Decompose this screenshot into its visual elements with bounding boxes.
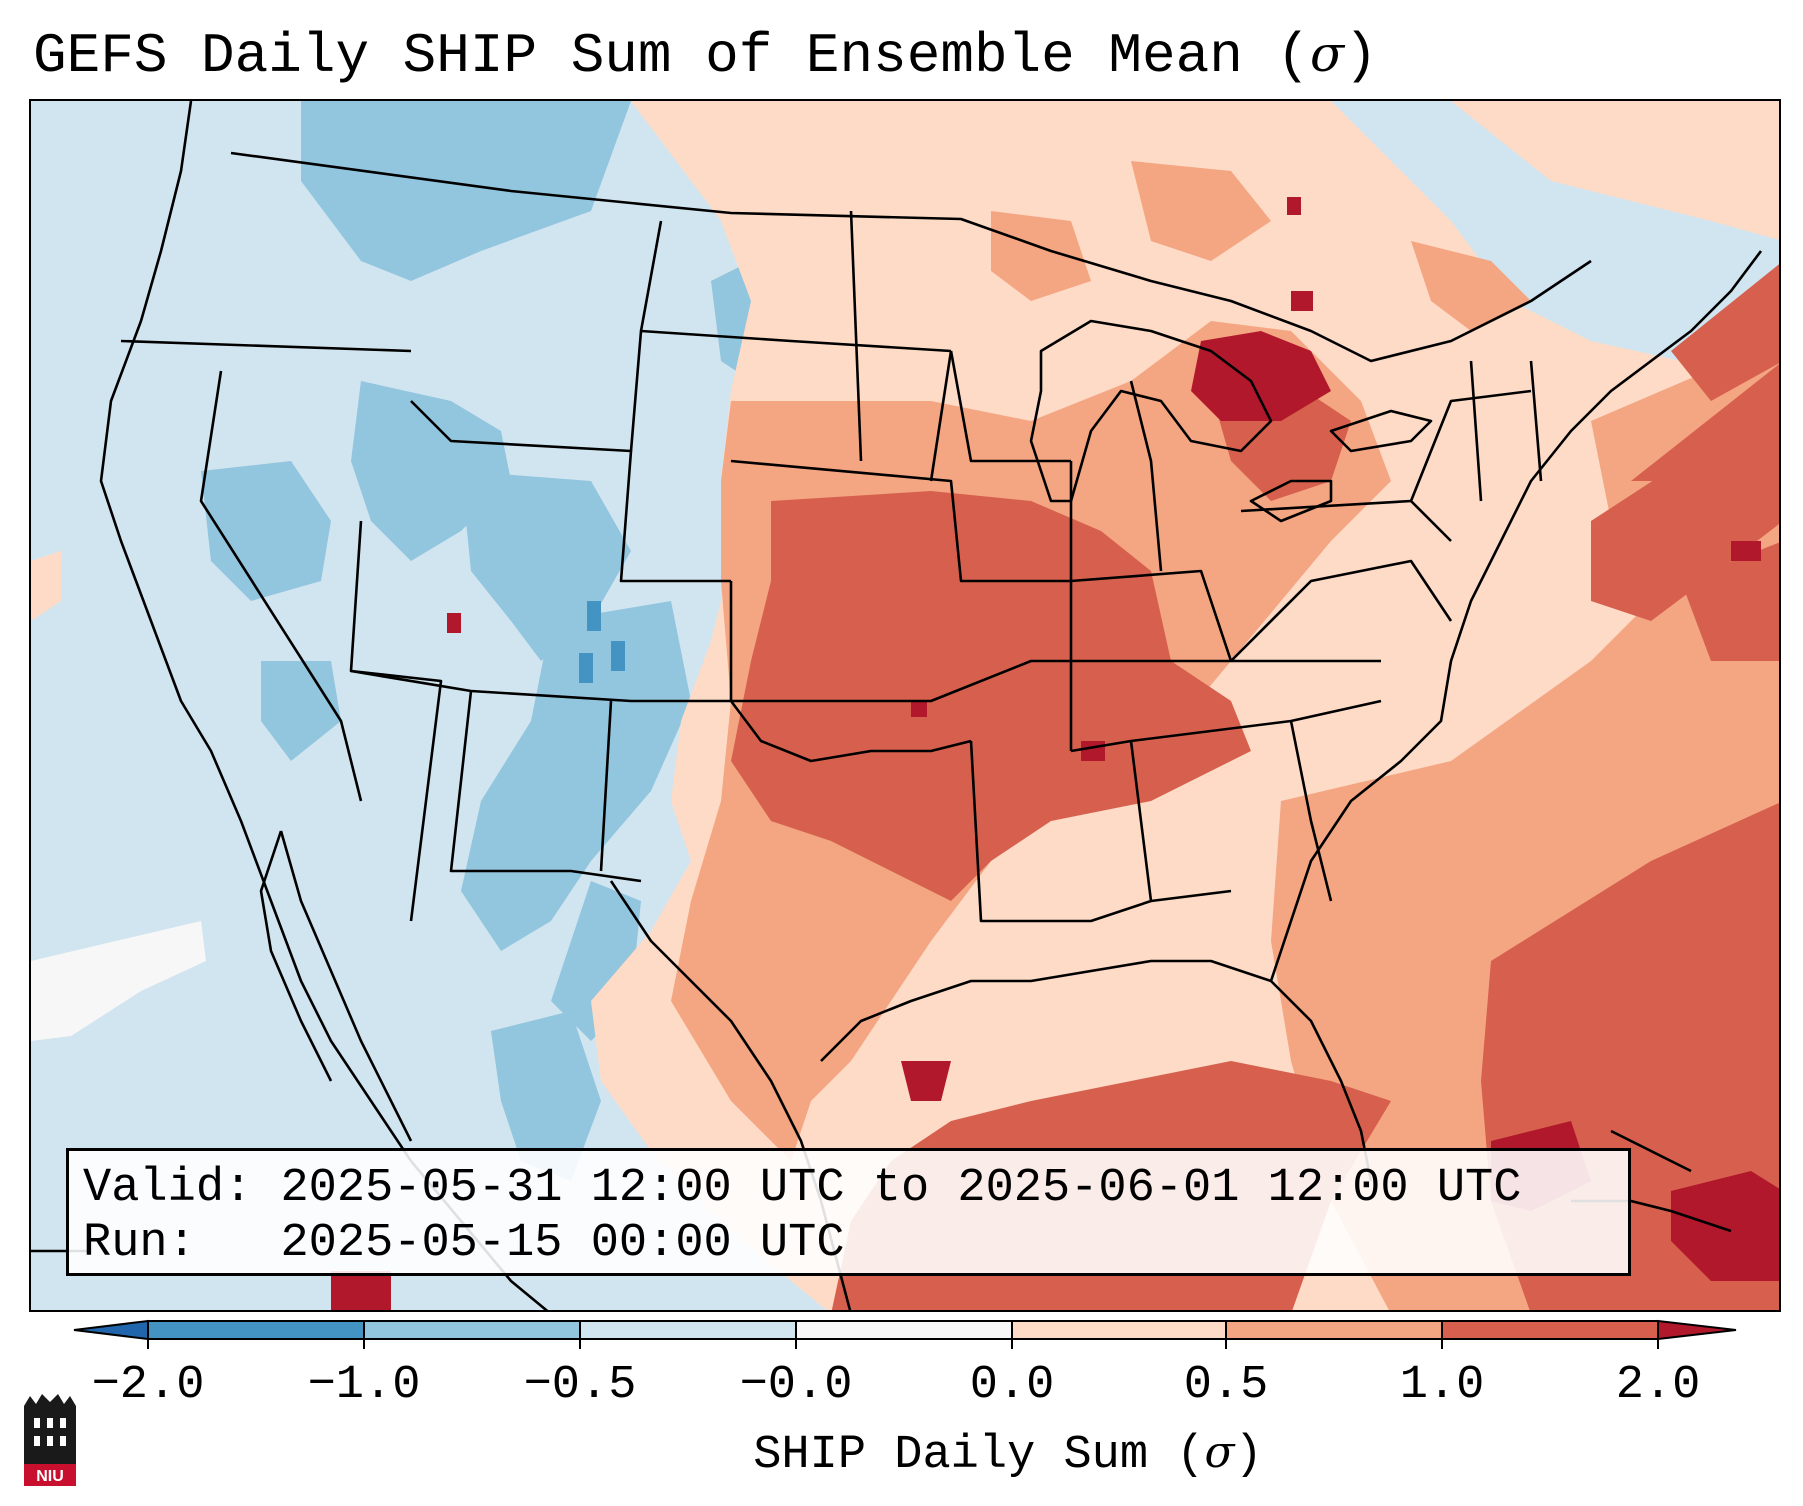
run-label: Run:	[83, 1217, 196, 1270]
colorbar-label-close: )	[1234, 1429, 1263, 1482]
pacific-neutral-patch	[31, 921, 206, 1041]
logo-tower-icon	[24, 1394, 76, 1464]
colorbar-segment	[148, 1321, 364, 1339]
valid-run-infobox: Valid: 2025-05-31 12:00 UTC to 2025-06-0…	[66, 1148, 1631, 1276]
ship-map	[29, 99, 1781, 1312]
colorbar-sigma: σ	[1204, 1427, 1235, 1478]
colorbar-tick-label: 0.5	[1183, 1359, 1269, 1412]
colorbar-tick-label: 2.0	[1615, 1359, 1701, 1412]
map-title-close: )	[1344, 24, 1378, 88]
run-value: 2025-05-15 00:00 UTC	[280, 1217, 845, 1270]
colorbar-segment	[1012, 1321, 1226, 1339]
colorbar-label-text: SHIP Daily Sum (	[753, 1429, 1205, 1482]
colorbar-segment	[364, 1321, 580, 1339]
map-title: GEFS Daily SHIP Sum of Ensemble Mean (σ)	[33, 22, 1378, 88]
strong-negative-cells	[579, 601, 625, 683]
colorbar-tick-label: 1.0	[1399, 1359, 1485, 1412]
map-canvas	[31, 101, 1779, 1310]
colorbar-tick-label: −0.0	[739, 1359, 853, 1412]
run-row: Run: 2025-05-15 00:00 UTC	[83, 1216, 1628, 1271]
map-title-text: GEFS Daily SHIP Sum of Ensemble Mean (	[33, 24, 1311, 88]
colorbar-segments	[73, 1319, 1737, 1341]
valid-row: Valid: 2025-05-31 12:00 UTC to 2025-06-0…	[83, 1161, 1628, 1216]
colorbar-segment	[1226, 1321, 1442, 1339]
colorbar-segment	[796, 1321, 1012, 1339]
logo-text: NIU	[36, 1468, 64, 1485]
colorbar-extend-low	[73, 1319, 149, 1341]
logo-badge	[24, 1464, 76, 1486]
colorbar-tick-label: 0.0	[969, 1359, 1055, 1412]
colorbar-tick-label: −2.0	[91, 1359, 205, 1412]
colorbar-tick-label: −1.0	[307, 1359, 421, 1412]
colorbar-segment	[1442, 1321, 1658, 1339]
colorbar-tick-marks	[147, 1321, 1659, 1349]
valid-value: 2025-05-31 12:00 UTC to 2025-06-01 12:00…	[280, 1162, 1522, 1215]
niu-logo: NIU	[24, 1394, 76, 1486]
colorbar-label: SHIP Daily Sum (σ)	[753, 1426, 1263, 1483]
valid-label: Valid:	[83, 1162, 253, 1215]
colorbar-segment	[580, 1321, 796, 1339]
sigma-symbol: σ	[1310, 25, 1345, 83]
colorbar-frame	[147, 1320, 1659, 1340]
colorbar-tick-label: −0.5	[523, 1359, 637, 1412]
colorbar-extend-high	[1657, 1319, 1737, 1341]
